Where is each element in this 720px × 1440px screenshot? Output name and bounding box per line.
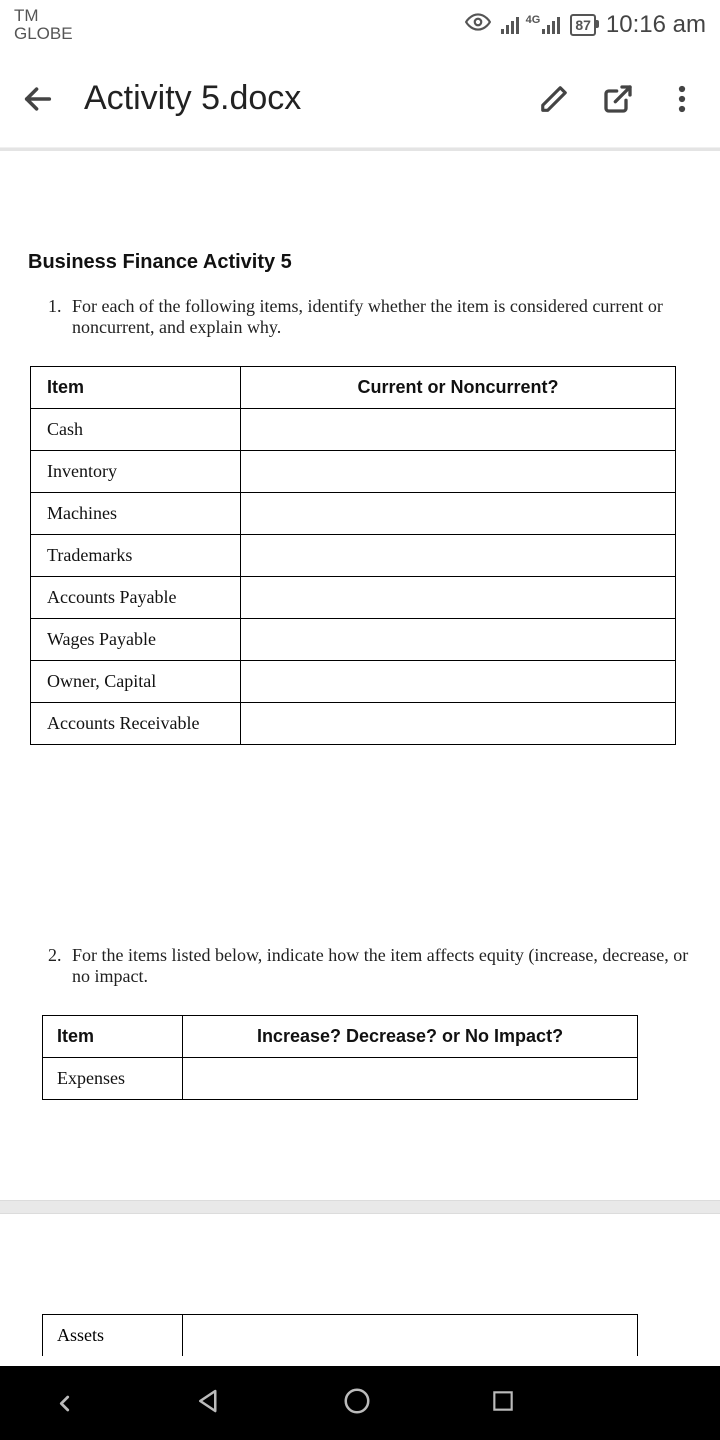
app-bar: Activity 5.docx [0, 50, 720, 148]
table-1: Item Current or Noncurrent? Cash Invento… [30, 366, 676, 745]
carrier-line2: GLOBE [14, 25, 73, 43]
table-2-header-effect: Increase? Decrease? or No Impact? [183, 1016, 638, 1058]
clock: 10:16 am [606, 11, 706, 39]
document-title: Activity 5.docx [84, 79, 508, 118]
nav-back-button[interactable] [194, 1386, 224, 1421]
system-nav-bar [0, 1366, 720, 1440]
table-row: Assets [43, 1315, 638, 1357]
page-title: Business Finance Activity 5 [28, 251, 692, 274]
question-2: 2.For the items listed below, indicate h… [72, 945, 692, 987]
table-row: Expenses [43, 1058, 638, 1100]
more-button[interactable] [664, 81, 700, 117]
document-viewport[interactable]: Business Finance Activity 5 1.For each o… [0, 148, 720, 1356]
table-2: Item Increase? Decrease? or No Impact? E… [42, 1015, 638, 1100]
status-bar: TM GLOBE 4G 87 10:16 am [0, 0, 720, 50]
nav-recent-button[interactable] [490, 1388, 516, 1419]
open-external-button[interactable] [600, 81, 636, 117]
back-button[interactable] [20, 81, 56, 117]
edit-button[interactable] [536, 81, 572, 117]
question-1: 1.For each of the following items, ident… [72, 296, 692, 338]
table-row: Wages Payable [31, 619, 676, 661]
table-header-row: Item Increase? Decrease? or No Impact? [43, 1016, 638, 1058]
table-1-header-class: Current or Noncurrent? [241, 367, 676, 409]
table-header-row: Item Current or Noncurrent? [31, 367, 676, 409]
table-2-continued: Assets [42, 1314, 638, 1356]
signal-icon [501, 16, 519, 34]
carrier-line1: TM [14, 7, 73, 25]
battery-indicator: 87 [570, 14, 596, 36]
table-row: Inventory [31, 451, 676, 493]
table-1-header-item: Item [31, 367, 241, 409]
table-row: Trademarks [31, 535, 676, 577]
table-row: Cash [31, 409, 676, 451]
table-row: Accounts Receivable [31, 703, 676, 745]
page-gap [0, 1200, 720, 1214]
carrier-label: TM GLOBE [14, 7, 73, 43]
table-row: Owner, Capital [31, 661, 676, 703]
signal-4g-icon: 4G [529, 16, 561, 34]
table-row: Machines [31, 493, 676, 535]
status-indicators: 4G 87 10:16 am [465, 9, 706, 41]
nav-home-button[interactable] [342, 1386, 372, 1421]
page-2: Assets [0, 1214, 720, 1356]
table-row: Accounts Payable [31, 577, 676, 619]
table-2-header-item: Item [43, 1016, 183, 1058]
page-1: Business Finance Activity 5 1.For each o… [0, 151, 720, 1130]
nav-expand-button[interactable] [47, 1390, 78, 1416]
eye-icon [465, 9, 491, 41]
